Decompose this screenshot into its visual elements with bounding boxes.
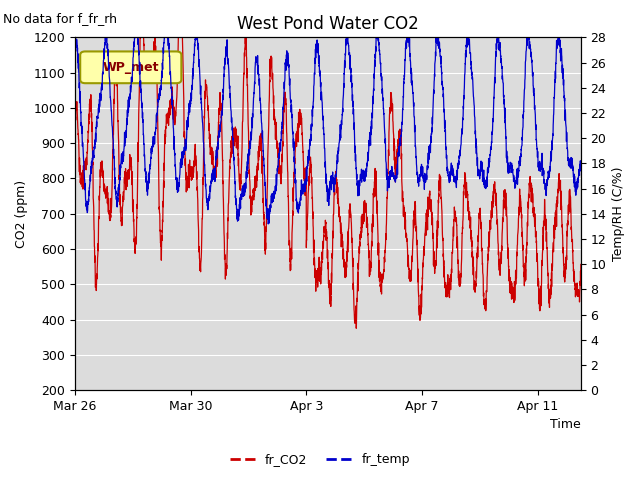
fr_CO2 <box>353 325 360 331</box>
fr_temp <box>102 35 109 40</box>
Line: fr_temp: fr_temp <box>75 37 581 224</box>
fr_temp <box>159 58 167 63</box>
fr_CO2 <box>129 199 137 205</box>
Y-axis label: Temp/RH (C/%): Temp/RH (C/%) <box>612 167 625 261</box>
fr_temp <box>266 211 273 217</box>
X-axis label: Time: Time <box>550 419 581 432</box>
Y-axis label: CO2 (ppm): CO2 (ppm) <box>15 180 28 248</box>
fr_temp <box>287 103 295 108</box>
fr_temp <box>129 55 137 61</box>
Line: fr_CO2: fr_CO2 <box>75 37 581 328</box>
fr_CO2 <box>513 249 520 255</box>
fr_CO2 <box>287 245 295 251</box>
FancyBboxPatch shape <box>80 51 181 83</box>
Title: West Pond Water CO2: West Pond Water CO2 <box>237 15 419 33</box>
fr_temp <box>513 176 520 182</box>
fr_temp <box>264 221 272 227</box>
fr_CO2 <box>159 198 167 204</box>
Text: WP_met: WP_met <box>102 61 159 74</box>
fr_temp <box>568 159 575 165</box>
fr_CO2 <box>568 227 575 232</box>
Text: No data for f_fr_rh: No data for f_fr_rh <box>3 12 117 25</box>
fr_temp <box>577 160 585 166</box>
fr_CO2 <box>577 262 585 267</box>
Legend: fr_CO2, fr_temp: fr_CO2, fr_temp <box>225 448 415 471</box>
fr_temp <box>71 44 79 50</box>
fr_CO2 <box>71 114 79 120</box>
fr_CO2 <box>266 98 273 104</box>
fr_CO2 <box>136 35 144 40</box>
